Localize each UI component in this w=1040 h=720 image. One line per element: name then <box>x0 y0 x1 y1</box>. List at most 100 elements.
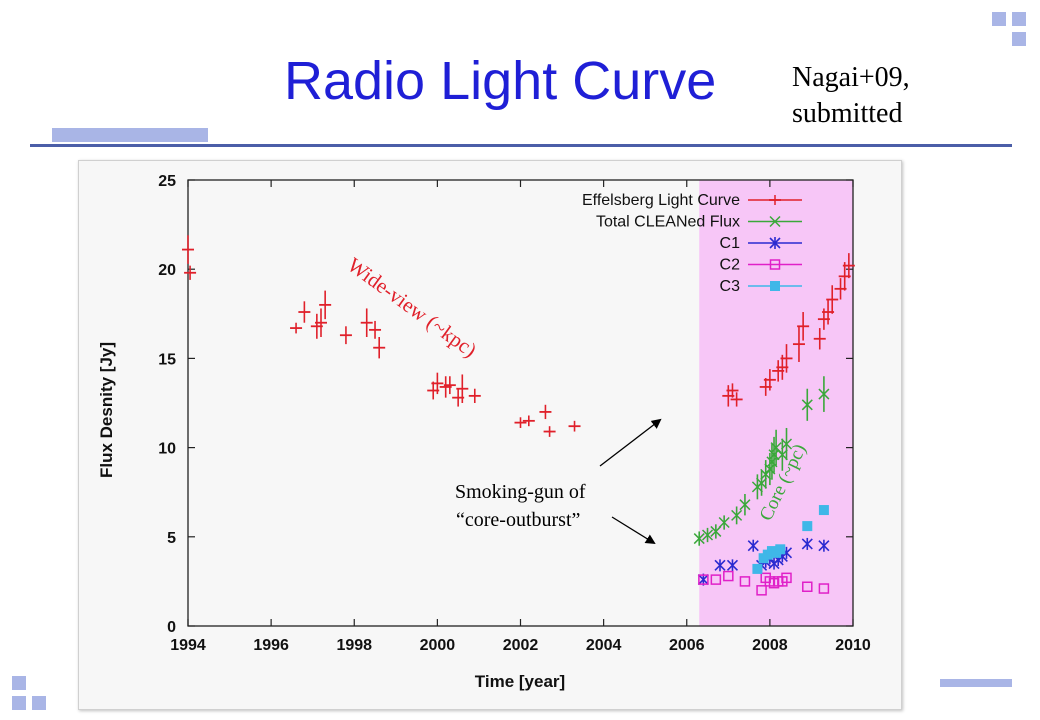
data-point <box>702 529 714 541</box>
point-square <box>698 574 709 585</box>
x-tick-label: 1998 <box>336 637 372 654</box>
point-cross-b <box>776 449 788 461</box>
point-cross-b <box>739 499 751 511</box>
y-tick-label: 15 <box>158 351 176 368</box>
point-square <box>775 544 786 555</box>
point-square <box>770 281 780 291</box>
x-tick-label: 2002 <box>503 637 539 654</box>
point-square <box>756 585 767 596</box>
point-square <box>710 574 722 585</box>
x-tick-label: 1996 <box>253 637 289 654</box>
point-square <box>802 581 813 593</box>
point-cross-b <box>760 468 772 480</box>
corner-square-tr-2 <box>1012 12 1026 26</box>
data-point <box>802 521 813 532</box>
x-tick-label: 1994 <box>170 637 206 654</box>
axes: 1994 1996 1998 2000 2002 2004 2006 2008 2010 0 5 10… <box>158 173 871 654</box>
data-point <box>802 581 813 593</box>
x-tick-label: 2000 <box>420 637 456 654</box>
y-tick-label: 5 <box>167 530 176 547</box>
legend-marker <box>770 281 780 291</box>
point-cross-b <box>731 509 743 521</box>
x-axis-label: Time [year] <box>475 672 565 691</box>
point-square <box>752 563 763 574</box>
point-cross-b <box>818 388 830 400</box>
annotation-smoking-gun-line1: Smoking-gun of <box>455 481 586 503</box>
arrow-to-total-flux <box>599 418 662 467</box>
series-effelsberg-light-curve <box>182 235 855 437</box>
point-square <box>781 572 792 584</box>
point-square <box>723 570 734 582</box>
slide-title: Radio Light Curve <box>284 51 717 111</box>
legend-label: Effelsberg Light Curve <box>582 192 740 209</box>
data-point <box>747 539 759 552</box>
data-point <box>756 585 767 596</box>
corner-square-bl-1 <box>12 676 26 690</box>
corner-square-bl-2 <box>12 696 26 710</box>
y-tick-label: 20 <box>158 262 176 279</box>
corner-square-bl-3 <box>32 696 46 710</box>
accent-bar-top <box>52 128 208 142</box>
data-point <box>768 449 780 461</box>
data-point <box>780 438 793 450</box>
data-point <box>818 539 830 552</box>
point-square <box>818 583 830 594</box>
data-point <box>756 477 768 489</box>
point-cross-b <box>770 442 782 454</box>
y-axis-label: Flux Desnity [Jy] <box>97 342 116 478</box>
data-point <box>766 456 778 468</box>
legend-label: C1 <box>720 235 741 252</box>
data-point <box>752 563 763 574</box>
accent-bar-bottom <box>940 679 1012 687</box>
point-cross-b <box>693 533 705 545</box>
data-point <box>726 559 739 572</box>
legend: Effelsberg Light Curve Total CLEANed Flux… <box>582 192 802 295</box>
data-point <box>710 574 722 585</box>
series-total-cleaned-flux <box>693 376 830 546</box>
annotation-smoking-gun-line2: “core-outburst” <box>456 509 580 531</box>
legend-label: Total CLEANed Flux <box>596 214 740 231</box>
legend-marker <box>769 259 781 270</box>
legend-label: C2 <box>720 257 741 274</box>
data-point <box>698 574 709 585</box>
citation-line-1: Nagai+09, <box>792 62 910 93</box>
data-point <box>776 449 788 461</box>
legend-label: C3 <box>720 278 741 295</box>
arrow-to-components <box>611 516 656 545</box>
point-cross-b <box>718 516 730 529</box>
annotation-wide-view: Wide-view (~kpc) <box>343 253 481 363</box>
data-point <box>723 570 734 582</box>
x-tick-label: 2004 <box>586 637 622 654</box>
data-point <box>739 499 751 511</box>
x-tick-label: 2010 <box>835 637 871 654</box>
point-cross-b <box>702 529 714 541</box>
point-cross-b <box>768 449 780 461</box>
x-tick-label: 2006 <box>669 637 705 654</box>
legend-marker <box>769 237 781 249</box>
legend-marker <box>769 215 781 228</box>
data-point <box>764 463 776 475</box>
y-tick-label: 10 <box>158 441 176 458</box>
point-cross-b <box>801 399 813 411</box>
plot-area <box>182 235 855 596</box>
series-c2 <box>698 570 830 596</box>
point-square <box>818 505 829 516</box>
point-cross-b <box>756 477 768 489</box>
data-point <box>818 505 829 516</box>
point-cross-b <box>780 438 793 450</box>
series-c3 <box>752 505 829 574</box>
point-square <box>739 576 751 587</box>
data-point <box>718 516 730 529</box>
point-cross-b <box>764 463 776 475</box>
data-point <box>693 533 705 545</box>
title-rule <box>30 144 1012 147</box>
corner-square-tr-3 <box>1012 32 1026 46</box>
data-point <box>775 544 786 555</box>
point-square <box>769 259 781 270</box>
citation-line-2: submitted <box>792 98 903 129</box>
y-tick-label: 25 <box>158 173 176 190</box>
point-cross-b <box>766 456 778 468</box>
data-point <box>818 388 830 400</box>
data-point <box>818 583 830 594</box>
